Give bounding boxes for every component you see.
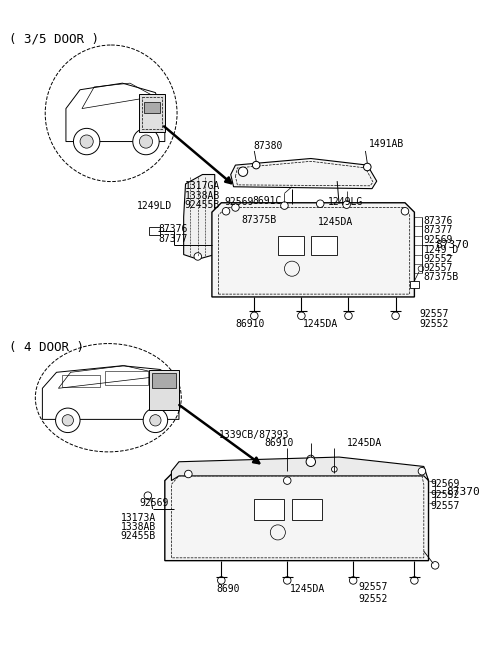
Circle shape xyxy=(432,562,439,569)
Polygon shape xyxy=(231,158,377,189)
Polygon shape xyxy=(212,203,414,297)
Circle shape xyxy=(80,135,93,148)
Circle shape xyxy=(363,163,371,171)
Circle shape xyxy=(298,312,305,319)
Text: 92569: 92569 xyxy=(431,479,460,489)
Bar xyxy=(149,227,160,235)
Text: 92552: 92552 xyxy=(424,254,453,263)
Text: 87376: 87376 xyxy=(158,225,188,235)
Text: 92569: 92569 xyxy=(224,196,253,206)
Circle shape xyxy=(306,457,315,466)
Circle shape xyxy=(73,128,100,155)
Bar xyxy=(142,97,162,129)
Bar xyxy=(152,373,176,388)
Circle shape xyxy=(392,312,399,319)
Text: 1317GA: 1317GA xyxy=(185,181,220,191)
Text: 92552: 92552 xyxy=(419,319,448,328)
Circle shape xyxy=(185,470,192,478)
Text: 13173A: 13173A xyxy=(120,512,156,522)
Text: 92557: 92557 xyxy=(358,582,387,593)
Circle shape xyxy=(143,408,168,432)
Text: 1491AB: 1491AB xyxy=(369,139,405,149)
Text: 87377: 87377 xyxy=(424,225,453,235)
Circle shape xyxy=(194,253,202,260)
Circle shape xyxy=(56,408,80,432)
Text: 1339CB/87393: 1339CB/87393 xyxy=(219,430,289,440)
Polygon shape xyxy=(184,175,215,260)
Circle shape xyxy=(150,415,161,426)
Text: 92552: 92552 xyxy=(431,490,460,500)
Circle shape xyxy=(410,577,418,584)
Text: 8690: 8690 xyxy=(216,584,240,594)
Text: 1249_D: 1249_D xyxy=(424,244,459,255)
Text: 1338AB: 1338AB xyxy=(120,522,156,532)
Bar xyxy=(292,499,322,520)
Circle shape xyxy=(418,266,424,271)
Polygon shape xyxy=(149,371,179,410)
Text: 1338AB: 1338AB xyxy=(185,191,220,200)
Circle shape xyxy=(401,208,409,215)
Text: 92552: 92552 xyxy=(358,594,387,604)
Text: 92455B: 92455B xyxy=(120,532,156,541)
Circle shape xyxy=(345,312,352,319)
Text: 87375B: 87375B xyxy=(424,273,459,283)
Text: ( 4 DOOR ): ( 4 DOOR ) xyxy=(10,341,84,354)
Circle shape xyxy=(252,162,260,169)
Text: 86910: 86910 xyxy=(235,319,264,328)
Bar xyxy=(311,236,337,254)
Text: 87376: 87376 xyxy=(424,216,453,226)
Text: 1245DA: 1245DA xyxy=(347,438,382,447)
Circle shape xyxy=(251,312,258,319)
Bar xyxy=(278,236,304,254)
Circle shape xyxy=(217,577,225,584)
Polygon shape xyxy=(171,457,429,481)
Circle shape xyxy=(144,492,152,499)
Polygon shape xyxy=(139,95,165,132)
Bar xyxy=(106,371,148,386)
Text: 1249LD: 1249LD xyxy=(137,200,172,211)
Circle shape xyxy=(281,202,288,210)
Circle shape xyxy=(343,201,350,208)
Bar xyxy=(144,102,160,113)
Circle shape xyxy=(284,477,291,484)
Text: ( 3/5 DOOR ): ( 3/5 DOOR ) xyxy=(10,32,99,45)
Circle shape xyxy=(238,167,248,176)
Circle shape xyxy=(222,208,230,215)
Circle shape xyxy=(307,455,314,463)
Text: 8691C: 8691C xyxy=(252,196,282,206)
Text: 87370: 87370 xyxy=(446,487,480,497)
Bar xyxy=(62,375,100,388)
Text: 1245DA: 1245DA xyxy=(290,584,325,594)
Polygon shape xyxy=(165,471,429,560)
Circle shape xyxy=(139,135,153,148)
Text: 92455B: 92455B xyxy=(185,200,220,210)
Text: 92569: 92569 xyxy=(424,235,453,245)
Bar xyxy=(254,499,285,520)
Bar xyxy=(410,281,419,288)
Circle shape xyxy=(133,128,159,155)
Text: 1249LG: 1249LG xyxy=(328,196,363,206)
Circle shape xyxy=(62,415,73,426)
Text: 87380: 87380 xyxy=(254,141,283,151)
Circle shape xyxy=(232,204,239,212)
Circle shape xyxy=(418,467,426,475)
Text: 87370: 87370 xyxy=(435,240,469,250)
Text: 92557: 92557 xyxy=(419,309,448,319)
Text: 86910: 86910 xyxy=(264,438,293,447)
Circle shape xyxy=(284,577,291,584)
Text: 1245DA: 1245DA xyxy=(302,319,338,328)
Circle shape xyxy=(349,577,357,584)
Text: 92557: 92557 xyxy=(424,263,453,273)
Text: 87375B: 87375B xyxy=(241,215,276,225)
Text: 87377: 87377 xyxy=(158,234,188,244)
Circle shape xyxy=(316,200,324,208)
Text: 1245DA: 1245DA xyxy=(318,217,354,227)
Circle shape xyxy=(332,466,337,472)
Text: 92557: 92557 xyxy=(431,501,460,511)
Text: 92569: 92569 xyxy=(139,497,169,508)
